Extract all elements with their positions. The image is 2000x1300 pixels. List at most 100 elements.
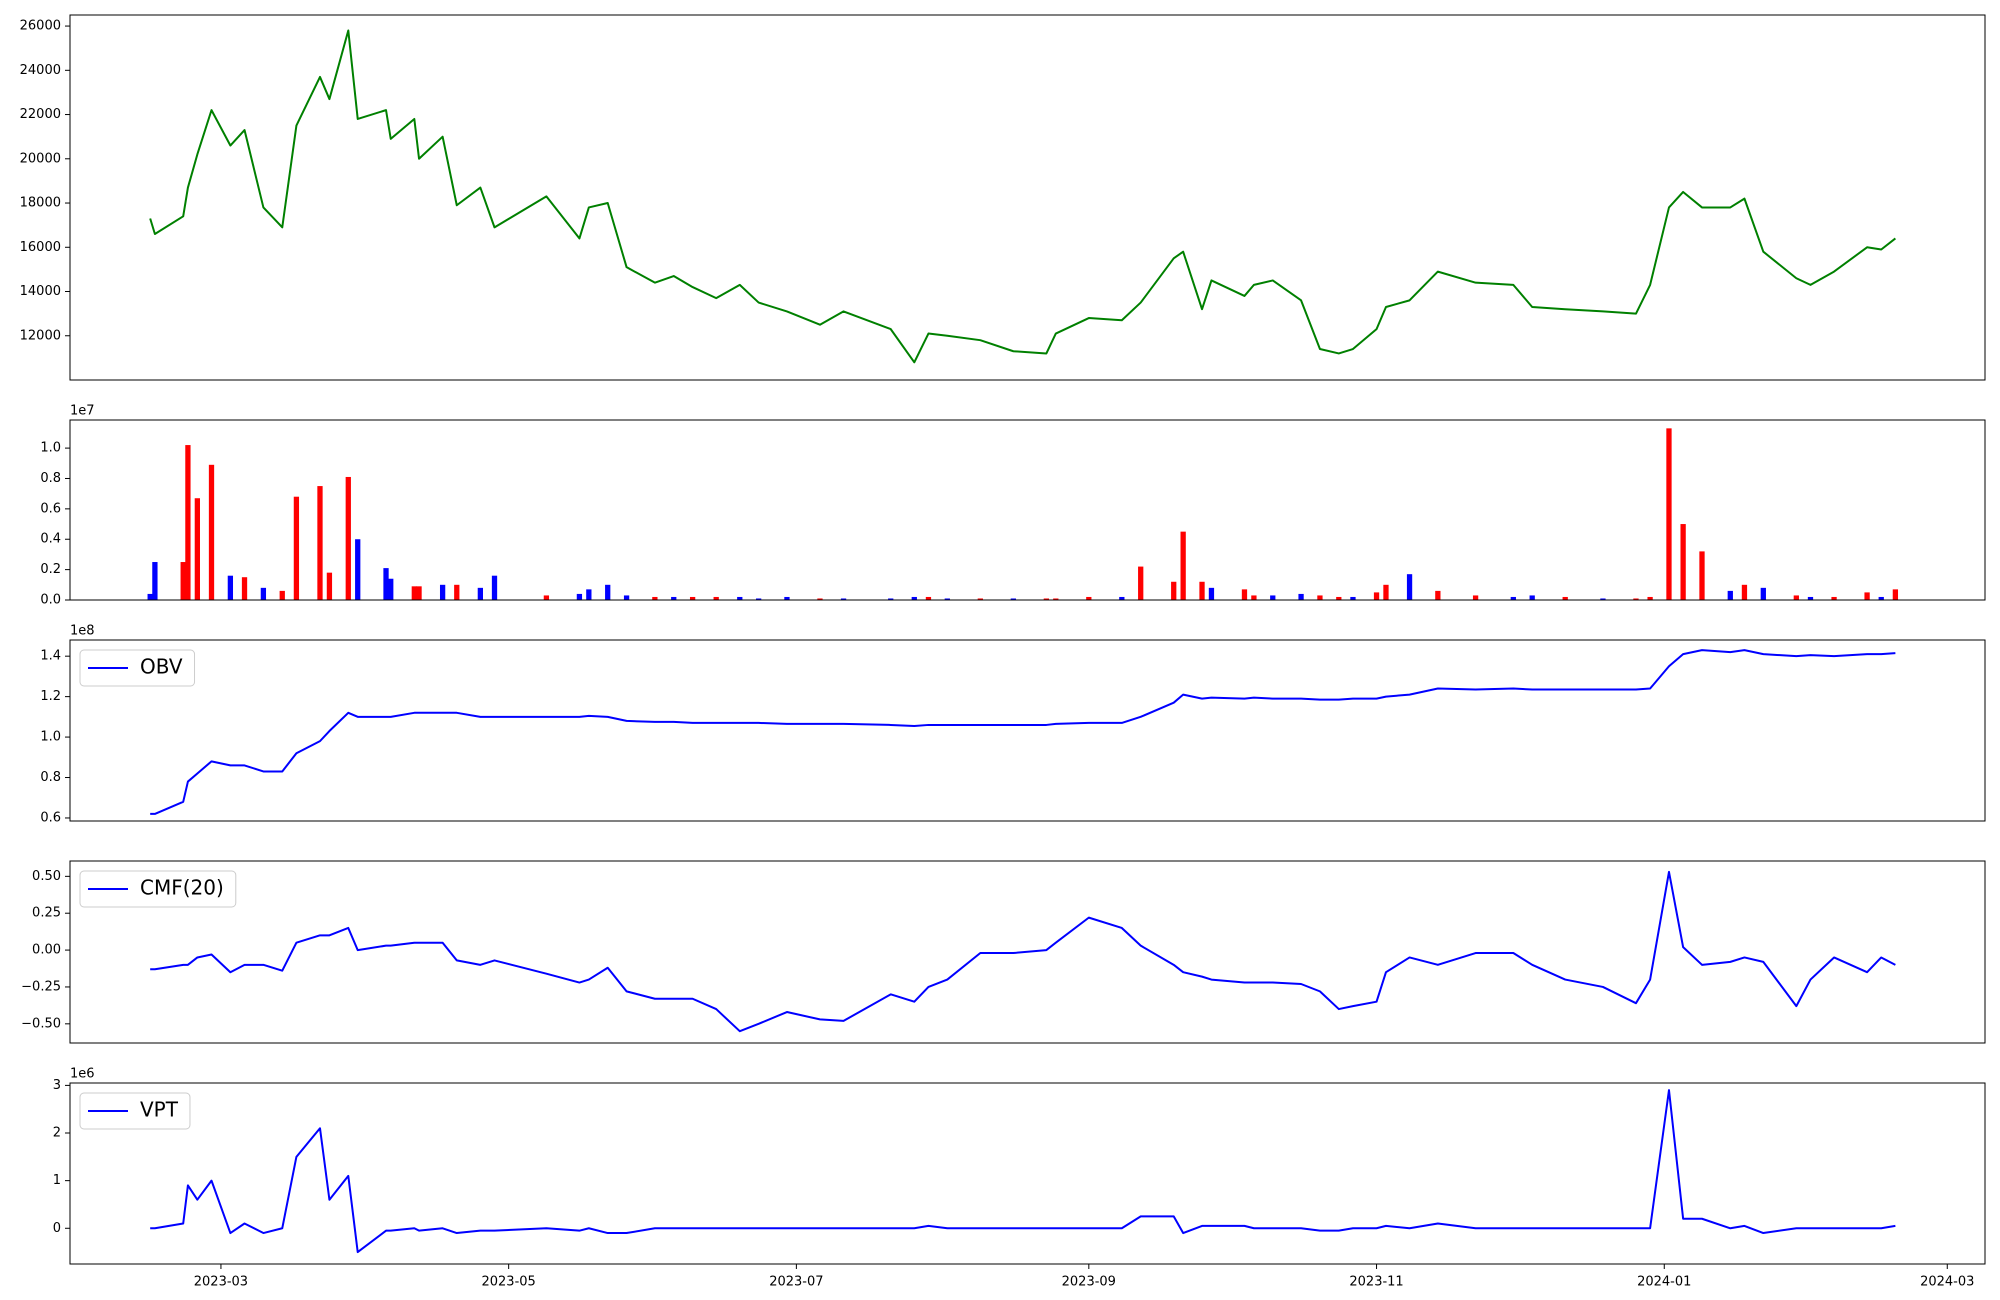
bar bbox=[1119, 596, 1125, 600]
bar bbox=[977, 598, 983, 600]
y-offset-label: 1e7 bbox=[70, 404, 95, 419]
bar bbox=[888, 598, 894, 600]
bar bbox=[944, 598, 950, 600]
y-tick-label: −0.25 bbox=[21, 979, 61, 994]
bar bbox=[1270, 595, 1276, 600]
bar bbox=[208, 464, 215, 600]
y-tick-label: 0.6 bbox=[40, 810, 61, 825]
y-tick-label: 0 bbox=[53, 1221, 61, 1236]
bar bbox=[1633, 598, 1639, 600]
bar bbox=[180, 562, 186, 600]
bar bbox=[1864, 592, 1870, 600]
bar bbox=[241, 577, 248, 600]
x-tick-label: 2024-01 bbox=[1637, 1275, 1691, 1290]
y-tick-label: 0.0 bbox=[40, 593, 61, 608]
y-tick-label: 0.8 bbox=[40, 471, 61, 486]
legend-label: OBV bbox=[140, 655, 183, 679]
y-offset-label: 1e6 bbox=[70, 1067, 95, 1082]
bar bbox=[1529, 595, 1535, 600]
bar bbox=[416, 586, 422, 600]
bar bbox=[1666, 428, 1672, 600]
y-tick-label: 20000 bbox=[20, 151, 61, 166]
bar bbox=[260, 587, 267, 600]
axes-frame bbox=[69, 860, 1986, 1044]
y-tick-label: 0.25 bbox=[32, 906, 61, 921]
bar bbox=[1298, 593, 1304, 600]
bar bbox=[388, 578, 394, 600]
bar bbox=[817, 598, 823, 600]
bar bbox=[1208, 587, 1215, 600]
bar bbox=[411, 586, 417, 600]
series-line bbox=[149, 29, 1896, 364]
bar bbox=[147, 593, 153, 600]
bar bbox=[326, 572, 333, 600]
y-tick-label: 0.8 bbox=[40, 770, 61, 785]
bar bbox=[1760, 587, 1766, 600]
axes-frame bbox=[69, 14, 1986, 381]
bar bbox=[1741, 584, 1748, 600]
y-offset-label: 1e8 bbox=[70, 624, 95, 639]
bar bbox=[925, 596, 932, 600]
y-tick-label: 2 bbox=[53, 1126, 61, 1141]
legend-label: CMF(20) bbox=[140, 876, 224, 900]
bar bbox=[194, 498, 200, 600]
y-tick-label: 1.4 bbox=[40, 649, 61, 664]
bar bbox=[383, 568, 389, 600]
bar bbox=[227, 575, 234, 600]
y-tick-label: 1.2 bbox=[40, 689, 61, 704]
bar bbox=[1171, 581, 1177, 600]
bar bbox=[1336, 596, 1342, 600]
bar bbox=[689, 596, 696, 600]
bar bbox=[1892, 589, 1899, 600]
bar bbox=[586, 589, 592, 600]
bar bbox=[576, 593, 583, 600]
bar bbox=[1600, 598, 1606, 600]
y-tick-label: 16000 bbox=[20, 240, 61, 255]
bar bbox=[1472, 595, 1479, 600]
bar bbox=[605, 584, 611, 600]
bar bbox=[671, 596, 677, 600]
y-tick-label: 3 bbox=[53, 1078, 61, 1093]
bar bbox=[1831, 596, 1837, 600]
series-line bbox=[150, 649, 1896, 815]
legend-box bbox=[79, 870, 237, 908]
y-tick-label: 1.0 bbox=[40, 730, 61, 745]
y-tick-label: 1 bbox=[53, 1173, 61, 1188]
axes-frame bbox=[69, 639, 1986, 822]
bar bbox=[1199, 581, 1205, 600]
y-tick-label: 0.50 bbox=[32, 869, 61, 884]
bar bbox=[1562, 596, 1568, 600]
x-tick-label: 2023-07 bbox=[769, 1275, 823, 1290]
legend-box bbox=[79, 649, 196, 687]
x-tick-label: 2023-09 bbox=[1062, 1275, 1116, 1290]
bar bbox=[1680, 524, 1686, 600]
bar bbox=[911, 596, 917, 600]
bar bbox=[1373, 592, 1380, 600]
legend-label: VPT bbox=[140, 1098, 179, 1122]
bar bbox=[1406, 574, 1413, 600]
y-tick-label: 12000 bbox=[20, 328, 61, 343]
bar bbox=[1053, 598, 1059, 600]
bar bbox=[477, 587, 483, 600]
bar bbox=[1350, 596, 1356, 600]
bar bbox=[840, 598, 847, 600]
bar bbox=[1086, 596, 1092, 600]
bar bbox=[454, 584, 460, 600]
axes-frame bbox=[69, 419, 1986, 601]
bar bbox=[623, 595, 630, 600]
bar bbox=[355, 539, 361, 600]
y-tick-label: 0.4 bbox=[40, 532, 61, 547]
bar bbox=[152, 562, 158, 600]
y-tick-label: 0.00 bbox=[32, 943, 61, 958]
x-tick-label: 2023-11 bbox=[1349, 1275, 1403, 1290]
bar bbox=[1138, 566, 1144, 600]
series-line bbox=[150, 1089, 1896, 1254]
bar bbox=[1251, 595, 1257, 600]
bar bbox=[1510, 596, 1516, 600]
bar bbox=[439, 584, 446, 600]
y-tick-label: 0.6 bbox=[40, 501, 61, 516]
bar bbox=[491, 575, 498, 600]
bar bbox=[1383, 584, 1389, 600]
